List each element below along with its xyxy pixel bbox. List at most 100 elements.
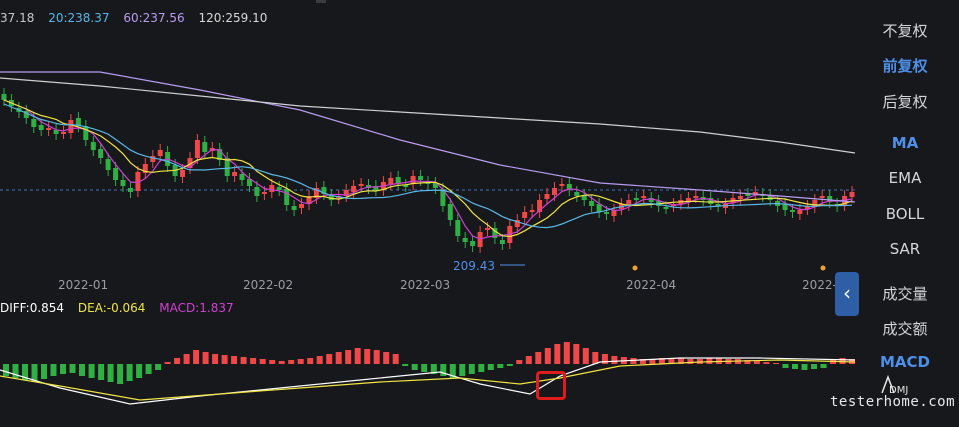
candle-body <box>752 192 758 194</box>
option-sar[interactable]: SAR <box>889 240 921 258</box>
chevron-left-icon: ‹ <box>843 281 851 305</box>
macd-histogram-bar <box>69 364 76 373</box>
ma-legend-120: 120:259.10 <box>198 11 268 25</box>
candle-body <box>194 140 200 158</box>
candle-body <box>470 241 476 246</box>
option-forward-adjust[interactable]: 前复权 <box>882 57 928 75</box>
date-label-mar: 2022-03 <box>400 278 451 292</box>
candle-body <box>418 176 424 180</box>
macd-histogram-bar <box>326 354 333 364</box>
candle-body <box>693 196 699 198</box>
candle-body <box>38 125 44 130</box>
macd-histogram-bar <box>658 358 665 364</box>
macd-histogram-bar <box>117 364 124 384</box>
candle-body <box>812 200 818 207</box>
macd-histogram-bar <box>145 364 152 374</box>
macd-histogram-bar <box>563 342 570 364</box>
candle-body <box>187 158 193 168</box>
candle-body <box>604 212 609 214</box>
macd-histogram-bar <box>335 352 342 364</box>
candle-body <box>708 198 714 204</box>
macd-histogram-bar <box>307 358 314 364</box>
candle-body <box>648 198 654 202</box>
macd-histogram-bar <box>592 352 599 364</box>
macd-histogram-bar <box>811 364 817 369</box>
ma-line-short <box>3 99 853 240</box>
candle-body <box>217 149 223 160</box>
candle-body <box>276 187 282 190</box>
macd-histogram-bar <box>3 364 9 376</box>
candle-body <box>849 192 855 197</box>
candle-body <box>261 192 267 194</box>
macd-histogram-bar <box>269 360 276 364</box>
macd-histogram-bar <box>706 358 713 364</box>
candle-body <box>529 210 535 212</box>
macd-legend: DIFF:0.854 DEA:-0.064 MACD:1.837 <box>0 301 244 315</box>
macd-histogram-bar <box>373 350 380 364</box>
chart-area[interactable]: 37.18 20:238.37 60:237.56 120:259.10 202… <box>0 0 862 427</box>
macd-histogram-bar <box>240 357 247 364</box>
macd-histogram-bar <box>544 348 551 364</box>
macd-histogram-bar <box>487 364 494 370</box>
macd-histogram-bar <box>259 359 266 364</box>
option-no-adjust[interactable]: 不复权 <box>882 22 928 40</box>
candle-body <box>1 94 7 100</box>
option-macd[interactable]: MACD <box>880 353 930 371</box>
macd-histogram-bar <box>573 344 580 364</box>
option-ema[interactable]: EMA <box>888 169 922 187</box>
macd-legend-dea: DEA:-0.064 <box>77 301 146 315</box>
collapse-panel-button[interactable]: ‹ <box>835 272 859 316</box>
ma-line-120 <box>0 77 856 154</box>
indicator-panel: 不复权 前复权 后复权 MA EMA BOLL SAR 成交量 成交额 MACD <box>862 0 959 427</box>
candle-body <box>633 198 639 200</box>
option-volume[interactable]: 成交量 <box>882 285 928 303</box>
candle-body <box>566 184 572 190</box>
kline-chart[interactable] <box>0 0 862 427</box>
date-label-feb: 2022-02 <box>243 278 294 292</box>
macd-histogram-bar <box>773 363 779 364</box>
candle-body <box>373 186 379 190</box>
option-backward-adjust[interactable]: 后复权 <box>882 93 928 111</box>
candle-body <box>321 187 327 194</box>
candle-body <box>574 192 580 196</box>
event-marker <box>820 265 826 271</box>
candle-body <box>804 206 810 209</box>
macd-histogram-bar <box>763 362 770 364</box>
candle-body <box>61 132 66 134</box>
candle-body <box>53 130 59 134</box>
macd-dea-line <box>0 359 856 401</box>
macd-histogram-bar <box>468 364 475 374</box>
candle-body <box>358 184 364 186</box>
candle-body <box>388 178 394 184</box>
macd-histogram-bar <box>31 364 38 382</box>
macd-histogram-bar <box>649 359 656 364</box>
macd-histogram-bar <box>687 359 694 364</box>
ma-legend-20: 20:238.37 <box>48 11 110 25</box>
macd-histogram-bar <box>630 358 637 364</box>
macd-histogram-bar <box>316 356 323 364</box>
macd-histogram-bar <box>411 364 418 370</box>
candle-body <box>180 170 185 177</box>
candle-body <box>782 204 788 210</box>
candle-body <box>68 120 74 133</box>
option-turnover[interactable]: 成交额 <box>882 320 928 338</box>
option-boll[interactable]: BOLL <box>885 205 925 223</box>
low-price-label: 209.43 <box>453 259 495 273</box>
candle-body <box>328 195 334 200</box>
candle-body <box>98 149 104 158</box>
candle-body <box>641 196 647 198</box>
candle-body <box>819 196 825 198</box>
candle-body <box>432 183 438 188</box>
candle-body <box>455 220 461 236</box>
candle-body <box>492 228 498 238</box>
candle-body <box>269 185 275 192</box>
macd-histogram-bar <box>525 356 532 364</box>
option-ma[interactable]: MA <box>891 134 919 152</box>
macd-histogram-bar <box>421 364 428 372</box>
macd-histogram-bar <box>107 364 114 382</box>
macd-histogram-bar <box>221 355 228 364</box>
macd-legend-diff: DIFF:0.854 <box>0 301 65 315</box>
ma-line-mid <box>3 99 853 238</box>
candle-body <box>499 240 505 244</box>
candle-body <box>128 188 133 192</box>
